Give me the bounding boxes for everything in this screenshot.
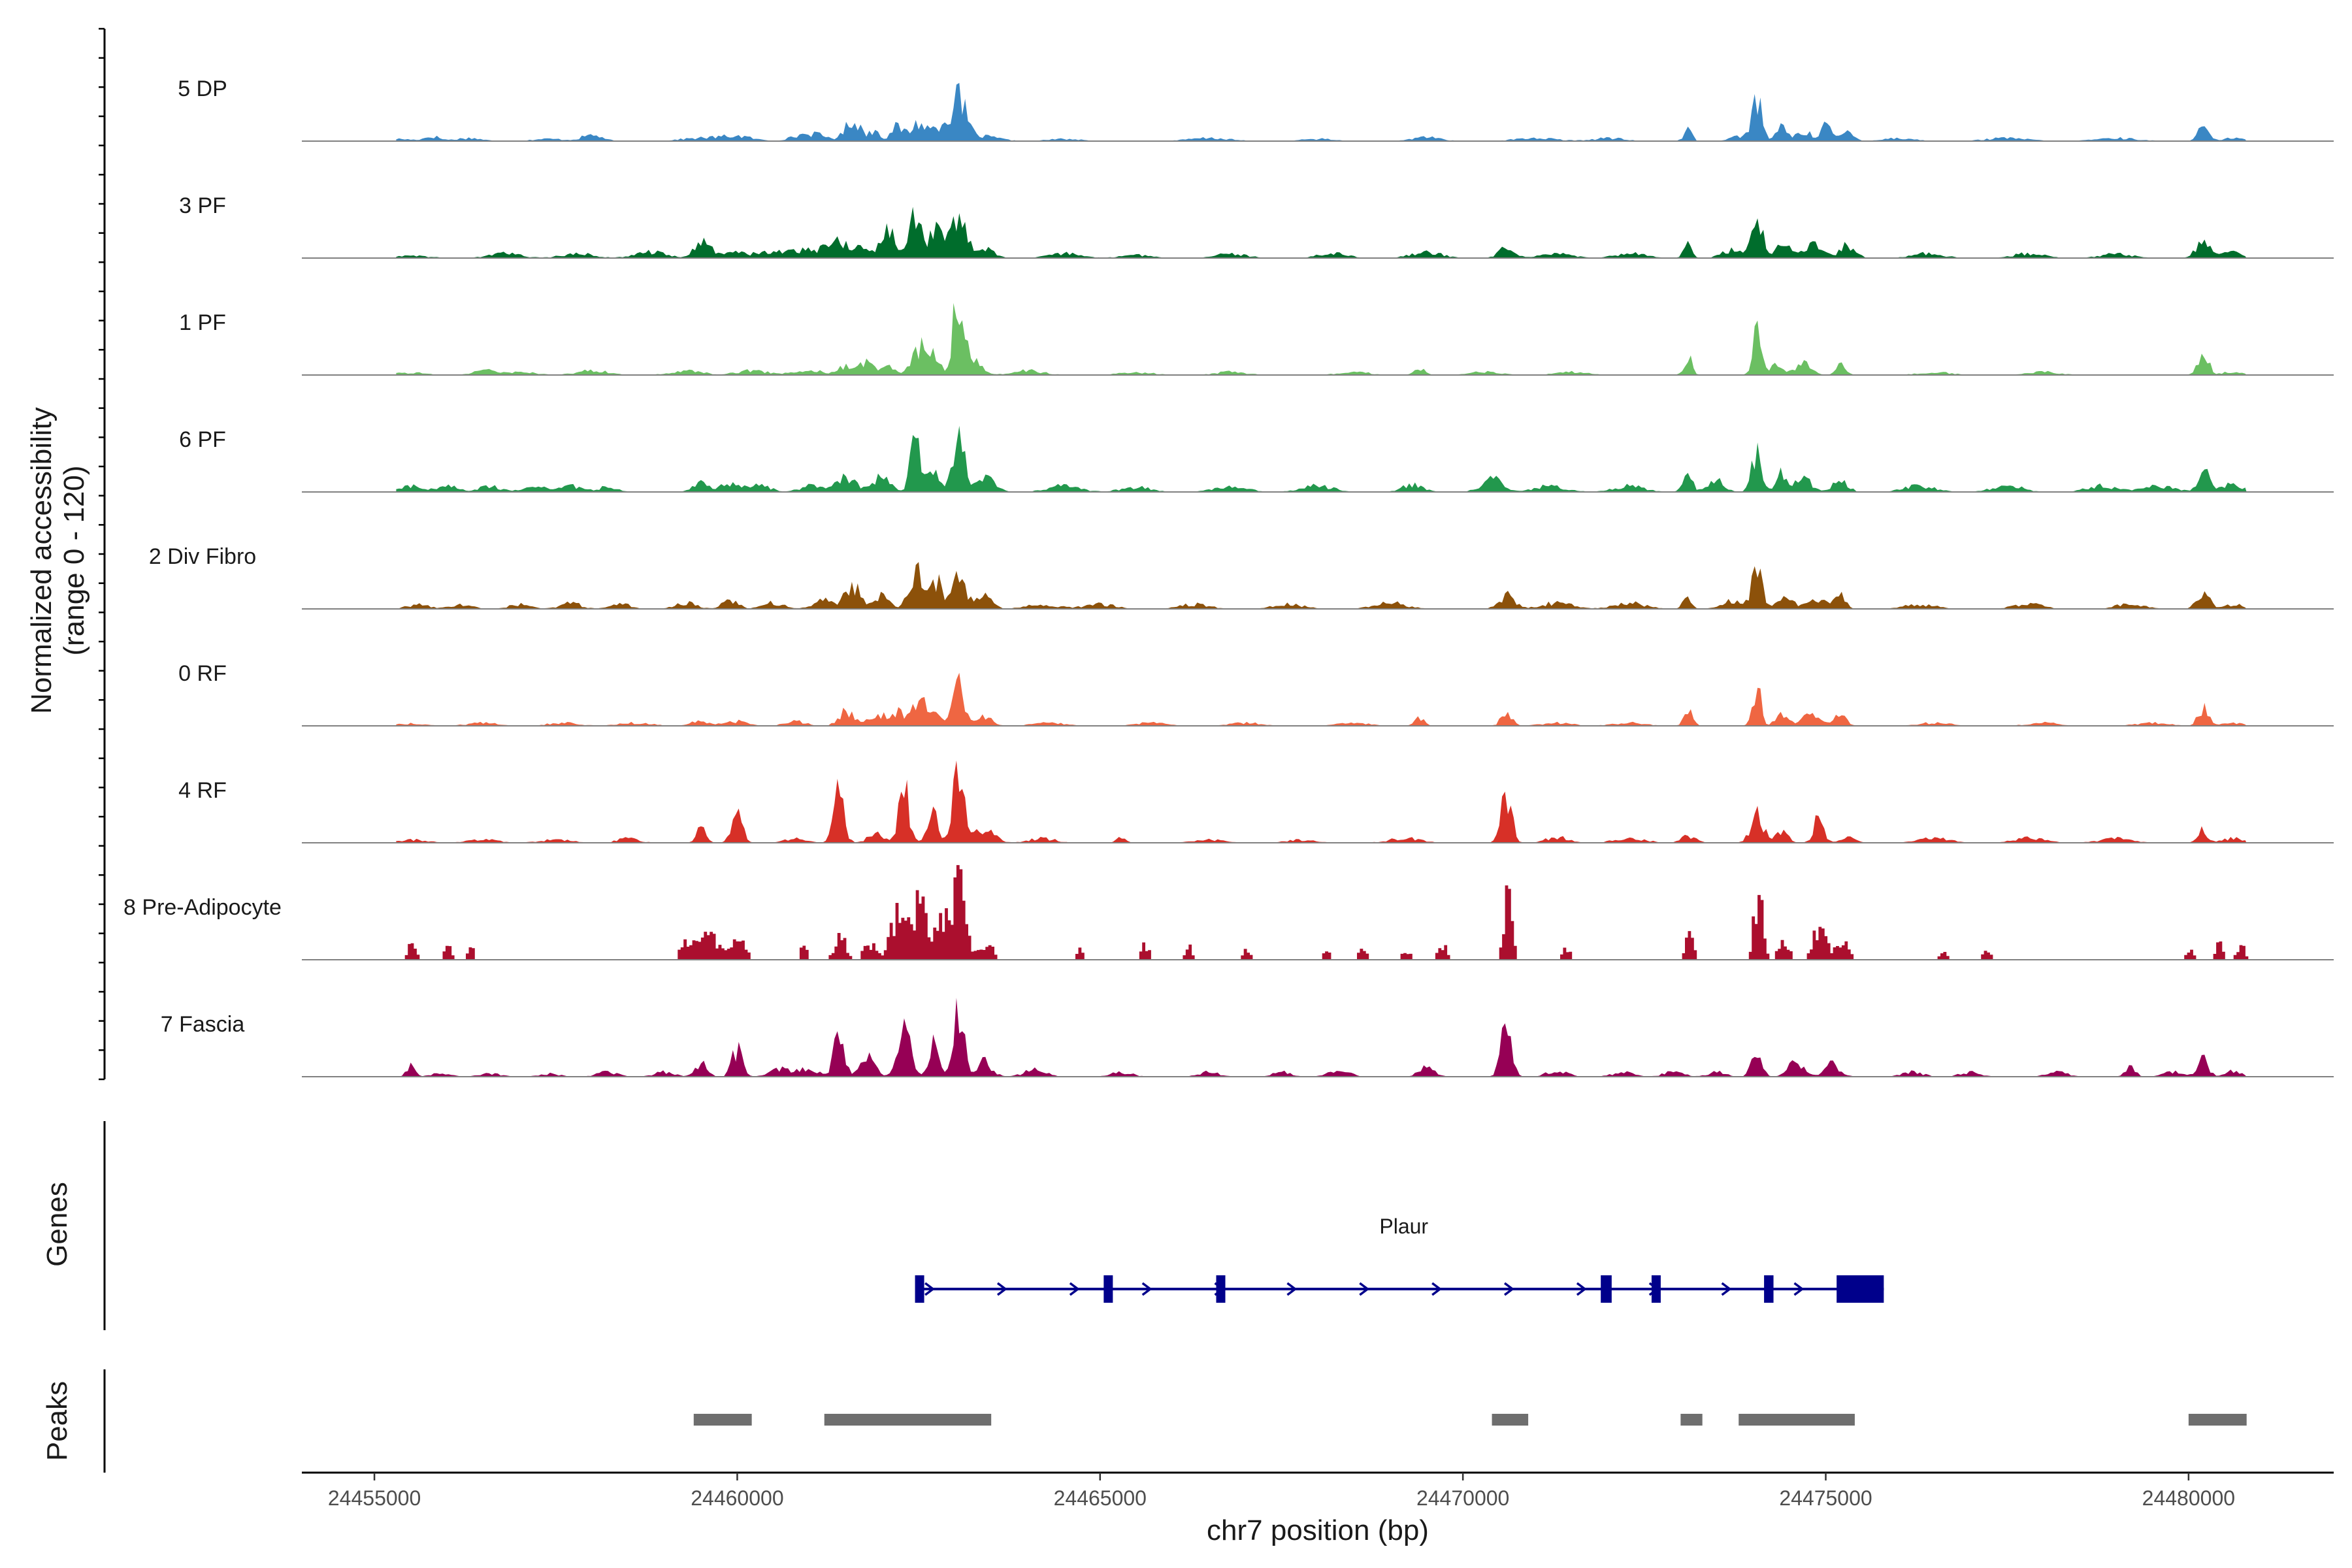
strand-arrow <box>1141 1282 1152 1296</box>
y-axis-title-line2: (range 0 - 120) <box>58 465 90 655</box>
coverage-area <box>404 865 2249 960</box>
x-tick-label: 24455000 <box>328 1486 421 1510</box>
coverage-area <box>396 425 2247 492</box>
track-6-pf: 6 PF <box>179 425 2334 493</box>
peak-region <box>1492 1414 1529 1426</box>
x-tick-label: 24470000 <box>1416 1486 1509 1510</box>
strand-arrow <box>1359 1282 1370 1296</box>
track-8-pre-adipocyte: 8 Pre-Adipocyte <box>123 865 2334 960</box>
coverage-tracks: 5 DP 3 PF 1 PF 6 PF 2 Div Fibro 0 RF 4 RF 8 Pre… <box>123 76 2334 1077</box>
y-axis-title-line1: Normalized accessibility <box>25 407 57 713</box>
strand-arrow <box>996 1282 1007 1296</box>
peaks-panel-title: Peaks <box>41 1381 73 1461</box>
y-axis <box>99 27 106 1081</box>
gene-exon <box>1764 1275 1774 1303</box>
gene-exon <box>1651 1275 1661 1303</box>
track-label: 2 Div Fibro <box>149 544 256 569</box>
gene-exon <box>1837 1275 1884 1303</box>
coverage-area <box>396 302 2247 375</box>
strand-arrow <box>1286 1282 1298 1296</box>
coverage-area <box>396 672 2247 726</box>
track-label: 7 Fascia <box>161 1012 245 1037</box>
peaks-panel <box>103 1369 2247 1473</box>
gene-name-label: Plaur <box>1379 1215 1428 1238</box>
peak-region <box>1739 1414 1855 1426</box>
genes-panel-title: Genes <box>41 1182 73 1267</box>
track-label: 6 PF <box>179 427 226 452</box>
coverage-area <box>396 562 2247 609</box>
coverage-area <box>396 206 2247 258</box>
track-label: 1 PF <box>179 310 226 335</box>
strand-arrow <box>1721 1282 1732 1296</box>
track-7-fascia: 7 Fascia <box>161 998 2334 1077</box>
strand-arrow <box>1793 1282 1805 1296</box>
peak-region <box>824 1414 992 1426</box>
genes-panel: Plaur <box>103 1121 1884 1330</box>
track-2-div-fibro: 2 Div Fibro <box>149 544 2334 610</box>
track-label: 8 Pre-Adipocyte <box>123 895 282 920</box>
track-label: 4 RF <box>178 778 227 803</box>
x-tick-label: 24460000 <box>691 1486 783 1510</box>
strand-arrow <box>924 1282 936 1296</box>
coverage-area <box>396 760 2247 843</box>
x-axis-title: chr7 position (bp) <box>1207 1514 1429 1546</box>
track-5-dp: 5 DP <box>178 76 2334 142</box>
x-tick-label: 24475000 <box>1779 1486 1872 1510</box>
track-label: 3 PF <box>179 193 226 218</box>
track-4-rf: 4 RF <box>178 760 2334 843</box>
track-label: 5 DP <box>178 76 227 101</box>
strand-arrow <box>1431 1282 1443 1296</box>
gene-plaur: Plaur <box>915 1215 1884 1303</box>
track-0-rf: 0 RF <box>178 661 2334 727</box>
x-axis: 24455000 24460000 24465000 24470000 24475000… <box>302 1471 2334 1510</box>
x-tick-label: 24465000 <box>1054 1486 1147 1510</box>
gene-exon <box>915 1275 924 1303</box>
peak-region <box>2188 1414 2247 1426</box>
strand-arrow <box>1503 1282 1514 1296</box>
x-tick-label: 24480000 <box>2142 1486 2235 1510</box>
track-1-pf: 1 PF <box>179 302 2334 376</box>
coverage-area <box>396 998 2247 1077</box>
track-label: 0 RF <box>178 661 227 686</box>
gene-exon <box>1601 1275 1612 1303</box>
peak-region <box>693 1414 752 1426</box>
coverage-area <box>396 82 2247 141</box>
peak-region <box>1680 1414 1703 1426</box>
gene-exon <box>1103 1275 1113 1303</box>
gene-exon <box>1216 1275 1226 1303</box>
strand-arrow <box>1576 1282 1587 1296</box>
track-3-pf: 3 PF <box>179 193 2334 259</box>
strand-arrow <box>1069 1282 1080 1296</box>
